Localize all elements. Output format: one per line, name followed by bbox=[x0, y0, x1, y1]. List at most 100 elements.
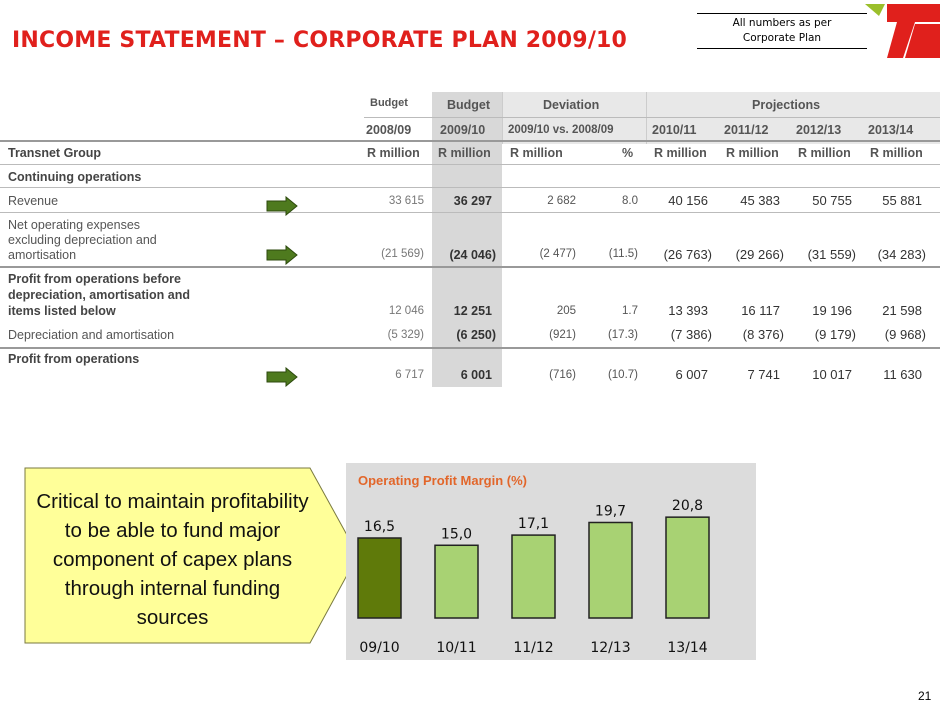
row-depr-label: Depreciation and amortisation bbox=[8, 328, 175, 342]
row-depr-p2: (8 376) bbox=[742, 327, 784, 342]
row-ebitda-label-2: depreciation, amortisation and bbox=[8, 288, 190, 302]
numbers-note: All numbers as per Corporate Plan bbox=[697, 13, 867, 49]
row-opprofit-actual: 6 717 bbox=[395, 369, 424, 381]
operating-margin-chart: Operating Profit Margin (%) 16,5 09/10 15,… bbox=[346, 463, 756, 660]
row-opex-label-3: amortisation bbox=[8, 248, 77, 262]
row-revenue-pct: 8.0 bbox=[622, 195, 638, 207]
bar-value-label: 15,0 bbox=[441, 526, 472, 542]
unit-p2: R million bbox=[726, 146, 779, 160]
unit-budget: R million bbox=[438, 146, 491, 160]
row-revenue-p2: 45 383 bbox=[740, 193, 780, 208]
row-depr-pct: (17.3) bbox=[607, 329, 638, 341]
bar-value-label: 19,7 bbox=[595, 503, 626, 519]
row-ebitda-pct: 1.7 bbox=[622, 305, 638, 317]
income-statement-table: Budget Budget Deviation Projections 2008… bbox=[0, 92, 940, 387]
row-opex-budget: (24 046) bbox=[449, 248, 496, 262]
year-2009-10: 2009/10 bbox=[440, 123, 486, 137]
category-label: 12/13 bbox=[590, 640, 630, 656]
group-deviation: Deviation bbox=[543, 98, 600, 112]
unit-pct: % bbox=[622, 146, 634, 160]
arrow-right-icon bbox=[266, 245, 298, 265]
year-2008-09: 2008/09 bbox=[366, 123, 412, 137]
row-opex-actual: (21 569) bbox=[381, 248, 424, 260]
row-revenue-budget: 36 297 bbox=[453, 194, 492, 208]
row-opex-dev: (2 477) bbox=[539, 248, 576, 260]
row-revenue-dev: 2 682 bbox=[547, 195, 576, 207]
row-opprofit-dev: (716) bbox=[549, 369, 576, 381]
row-opex-p2: (29 266) bbox=[735, 247, 784, 262]
row-ebitda-budget: 12 251 bbox=[453, 304, 492, 318]
bar-09-10 bbox=[357, 537, 402, 619]
chart-title: Operating Profit Margin (%) bbox=[358, 473, 527, 488]
note-line-2: Corporate Plan bbox=[742, 32, 822, 44]
group-budget: Budget bbox=[447, 98, 491, 112]
row-revenue-actual: 33 615 bbox=[388, 195, 424, 207]
bar-11-12 bbox=[511, 534, 556, 619]
row-opex-label-1: Net operating expenses bbox=[8, 218, 141, 232]
section-continuing: Continuing operations bbox=[8, 170, 142, 184]
row-depr-p4: (9 968) bbox=[884, 327, 926, 342]
arrow-right-icon bbox=[266, 367, 298, 387]
year-2012-13: 2012/13 bbox=[796, 123, 842, 137]
unit-actual: R million bbox=[367, 146, 420, 160]
row-opprofit-p4: 11 630 bbox=[883, 367, 922, 382]
year-dev: 2009/10 vs. 2008/09 bbox=[508, 124, 614, 136]
row-depr-p1: (7 386) bbox=[670, 327, 712, 342]
budget-label-actual: Budget bbox=[370, 97, 408, 109]
unit-p1: R million bbox=[654, 146, 707, 160]
category-label: 11/12 bbox=[513, 640, 553, 656]
row-ebitda-p3: 19 196 bbox=[812, 303, 852, 318]
row-ebitda-dev: 205 bbox=[556, 305, 576, 317]
row-depr-dev: (921) bbox=[549, 329, 576, 341]
row-opex-pct: (11.5) bbox=[608, 248, 638, 260]
row-revenue-p4: 55 881 bbox=[882, 193, 922, 208]
row-opprofit-p2: 7 741 bbox=[747, 367, 780, 382]
company-label: Transnet Group bbox=[8, 146, 102, 160]
year-2010-11: 2010/11 bbox=[652, 123, 697, 137]
row-depr-budget: (6 250) bbox=[456, 328, 496, 342]
unit-p3: R million bbox=[798, 146, 851, 160]
row-opprofit-pct: (10.7) bbox=[607, 369, 638, 381]
row-revenue-p3: 50 755 bbox=[812, 193, 852, 208]
row-opprofit-p1: 6 007 bbox=[675, 367, 708, 382]
note-line-1: All numbers as per bbox=[732, 17, 832, 29]
unit-p4: R million bbox=[870, 146, 923, 160]
row-ebitda-p1: 13 393 bbox=[668, 303, 708, 318]
row-opprofit-label: Profit from operations bbox=[8, 352, 140, 366]
group-projections: Projections bbox=[752, 98, 821, 112]
bar-value-label: 17,1 bbox=[518, 516, 549, 532]
page-number: 21 bbox=[918, 689, 932, 703]
row-opex-p3: (31 559) bbox=[807, 247, 856, 262]
callout-text: Critical to maintain profitability to be… bbox=[36, 490, 309, 629]
category-label: 13/14 bbox=[667, 640, 707, 656]
row-depr-p3: (9 179) bbox=[814, 327, 856, 342]
row-opprofit-budget: 6 001 bbox=[460, 368, 492, 382]
bar-value-label: 20,8 bbox=[672, 498, 703, 514]
row-depr-actual: (5 329) bbox=[387, 329, 424, 341]
page-title: INCOME STATEMENT – CORPORATE PLAN 2009/1… bbox=[12, 28, 628, 53]
bar-13-14 bbox=[665, 516, 710, 619]
row-opex-p1: (26 763) bbox=[663, 247, 712, 262]
row-ebitda-label-3: items listed below bbox=[8, 304, 116, 318]
bar-value-label: 16,5 bbox=[364, 519, 395, 535]
transnet-logo-icon bbox=[865, 4, 940, 58]
row-ebitda-p4: 21 598 bbox=[882, 303, 922, 318]
row-revenue-label: Revenue bbox=[8, 194, 59, 208]
row-opex-label-2: excluding depreciation and bbox=[8, 233, 157, 247]
row-revenue-p1: 40 156 bbox=[668, 193, 708, 208]
row-opex-p4: (34 283) bbox=[877, 247, 926, 262]
row-ebitda-actual: 12 046 bbox=[388, 305, 424, 317]
bar-10-11 bbox=[434, 544, 479, 619]
row-ebitda-p2: 16 117 bbox=[741, 303, 780, 318]
row-opprofit-p3: 10 017 bbox=[812, 367, 852, 382]
category-label: 09/10 bbox=[359, 640, 399, 656]
chart-plot: 16,5 09/10 15,0 10/11 17,1 11/12 19,7 12/13 20,8… bbox=[357, 498, 710, 656]
callout-arrow-shape bbox=[24, 467, 359, 644]
year-2013-14: 2013/14 bbox=[868, 123, 914, 137]
category-label: 10/11 bbox=[436, 640, 476, 656]
year-2011-12: 2011/12 bbox=[724, 123, 769, 137]
arrow-right-icon bbox=[266, 196, 298, 216]
header-band bbox=[502, 92, 940, 144]
unit-deviation: R million bbox=[510, 146, 563, 160]
row-ebitda-label-1: Profit from operations before bbox=[8, 272, 181, 286]
